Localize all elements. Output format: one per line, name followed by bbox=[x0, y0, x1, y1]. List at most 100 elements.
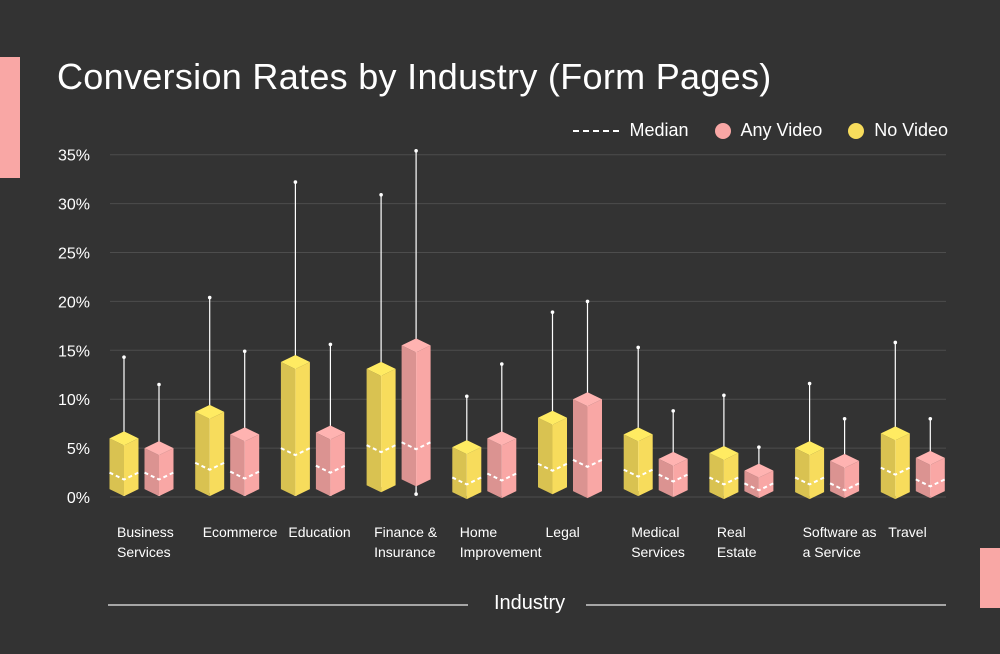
median-marker bbox=[109, 471, 139, 481]
box-top-face bbox=[144, 441, 174, 456]
legend-label-median: Median bbox=[629, 120, 689, 140]
x-category-label: Legal bbox=[546, 524, 580, 540]
x-category-label: a Service bbox=[803, 544, 862, 560]
median-marker bbox=[623, 468, 654, 478]
box-left-face bbox=[538, 417, 553, 495]
box-left-face bbox=[144, 448, 159, 497]
box-top-face bbox=[315, 425, 345, 440]
whisker-max-dot bbox=[379, 192, 383, 197]
box-left-face bbox=[280, 362, 296, 497]
box-right-face bbox=[723, 452, 739, 500]
legend-item-median: Median bbox=[573, 120, 689, 141]
box-left-face bbox=[230, 434, 245, 497]
right-accent-bar bbox=[980, 548, 1000, 608]
whisker-max-dot bbox=[722, 393, 726, 398]
median-marker bbox=[537, 462, 568, 472]
x-category-label: Software as bbox=[803, 524, 877, 540]
box-right-face bbox=[930, 457, 945, 499]
box-top-face bbox=[109, 431, 139, 446]
x-axis-title: Industry bbox=[494, 592, 566, 614]
box-top-face bbox=[709, 445, 739, 460]
whisker-max-dot bbox=[893, 340, 898, 345]
box-right-face bbox=[416, 345, 431, 487]
box-left-face bbox=[709, 452, 724, 500]
x-category-label: Real bbox=[717, 524, 746, 540]
y-tick-label: 15% bbox=[58, 343, 90, 360]
median-marker bbox=[366, 444, 397, 454]
box-right-face bbox=[809, 448, 825, 500]
median-marker bbox=[280, 447, 311, 457]
median-marker bbox=[486, 472, 517, 482]
median-marker bbox=[572, 458, 603, 468]
box-right-face bbox=[552, 417, 567, 495]
x-category-label: Business bbox=[117, 524, 174, 540]
left-accent-bar bbox=[0, 57, 20, 178]
legend-item-no-video: No Video bbox=[848, 120, 948, 141]
box-right-face bbox=[895, 433, 910, 500]
y-tick-label: 20% bbox=[58, 294, 90, 311]
box-top-face bbox=[744, 463, 774, 478]
no-video-dot-icon bbox=[848, 122, 865, 139]
median-marker bbox=[144, 471, 174, 481]
whisker-max-dot bbox=[500, 362, 504, 366]
box-top-face bbox=[366, 361, 396, 376]
whisker-max-dot bbox=[842, 416, 847, 421]
whisker-max-dot bbox=[550, 310, 555, 314]
box-left-face bbox=[880, 433, 896, 500]
box-top-face bbox=[230, 427, 260, 442]
box-right-face bbox=[244, 434, 260, 497]
whisker-max-dot bbox=[585, 299, 590, 304]
median-marker bbox=[451, 476, 482, 486]
whisker-max-dot bbox=[757, 445, 761, 449]
y-tick-label: 10% bbox=[58, 392, 90, 409]
box-left-face bbox=[452, 447, 467, 500]
box-right-face bbox=[295, 362, 310, 497]
box-right-face bbox=[638, 434, 653, 497]
x-category-label: Ecommerce bbox=[203, 524, 278, 540]
whisker-max-dot bbox=[293, 180, 298, 184]
median-marker bbox=[915, 478, 946, 488]
whisker-max-dot bbox=[928, 416, 933, 421]
median-marker bbox=[401, 441, 432, 451]
whisker-max-dot bbox=[207, 295, 212, 300]
legend-label-any-video: Any Video bbox=[740, 120, 823, 140]
box-right-face bbox=[209, 411, 225, 497]
median-marker bbox=[229, 470, 260, 480]
x-category-label: Improvement bbox=[460, 544, 542, 560]
y-tick-label: 35% bbox=[58, 148, 90, 165]
box-left-face bbox=[915, 457, 931, 499]
box-right-face bbox=[587, 399, 602, 499]
box-right-face bbox=[381, 368, 396, 493]
box-left-face bbox=[401, 345, 417, 487]
box-top-face bbox=[795, 441, 825, 456]
x-category-label: Services bbox=[631, 544, 685, 560]
y-tick-label: 5% bbox=[67, 441, 90, 458]
box-right-face bbox=[330, 432, 345, 497]
whisker-max-dot bbox=[636, 345, 640, 350]
median-marker bbox=[743, 482, 774, 492]
legend-item-any-video: Any Video bbox=[714, 120, 823, 141]
box-left-face bbox=[109, 438, 124, 497]
box-left-face bbox=[487, 438, 502, 499]
box-left-face bbox=[195, 411, 210, 497]
box-top-face bbox=[573, 392, 602, 407]
box-right-face bbox=[466, 447, 482, 500]
whisker-max-dot bbox=[807, 381, 812, 386]
whisker-max-dot bbox=[122, 355, 126, 359]
box-right-face bbox=[159, 448, 174, 497]
box-left-face bbox=[830, 460, 845, 499]
median-marker bbox=[315, 464, 346, 474]
box-top-face bbox=[452, 440, 482, 455]
x-category-label: Estate bbox=[717, 544, 757, 560]
legend-label-no-video: No Video bbox=[874, 120, 948, 140]
box-left-face bbox=[795, 448, 810, 500]
median-marker bbox=[708, 476, 739, 486]
median-line-icon bbox=[573, 129, 620, 132]
box-top-face bbox=[915, 450, 945, 465]
median-marker bbox=[880, 466, 911, 476]
whisker-max-dot bbox=[671, 409, 675, 413]
x-category-label: Medical bbox=[631, 524, 679, 540]
box-left-face bbox=[573, 399, 588, 499]
median-marker bbox=[829, 482, 860, 492]
box-right-face bbox=[758, 470, 774, 499]
